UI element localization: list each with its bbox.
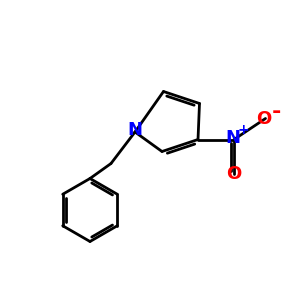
Text: O: O [226,165,242,183]
Text: +: + [237,123,249,137]
Text: N: N [128,121,142,139]
Text: O: O [256,110,272,128]
Text: N: N [225,129,240,147]
Text: -: - [272,102,282,122]
